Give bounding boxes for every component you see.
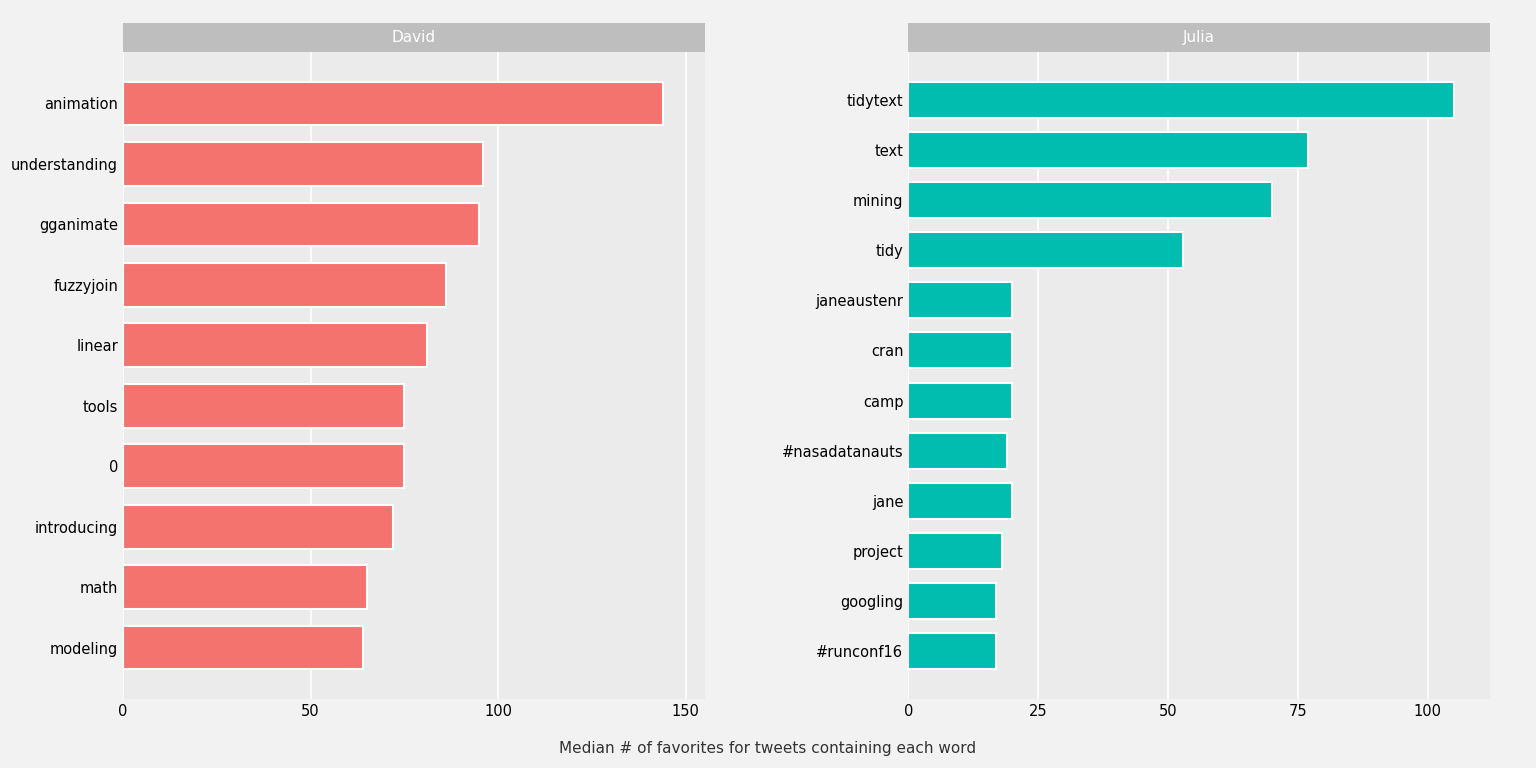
- Bar: [908, 583, 997, 619]
- Bar: [123, 626, 362, 670]
- Bar: [123, 81, 664, 125]
- Bar: [123, 203, 479, 246]
- Text: Median # of favorites for tweets containing each word: Median # of favorites for tweets contain…: [559, 741, 977, 756]
- Bar: [908, 232, 1183, 268]
- Bar: [123, 142, 484, 186]
- Text: Julia: Julia: [1183, 30, 1215, 45]
- Bar: [908, 634, 997, 670]
- Bar: [908, 382, 1012, 419]
- Bar: [908, 333, 1012, 369]
- Bar: [123, 505, 393, 548]
- Bar: [123, 323, 427, 367]
- Text: David: David: [392, 30, 436, 45]
- Bar: [123, 445, 404, 488]
- Bar: [908, 182, 1272, 218]
- Bar: [908, 432, 1008, 468]
- Bar: [123, 384, 404, 428]
- Bar: [908, 533, 1001, 569]
- Bar: [908, 282, 1012, 318]
- Bar: [908, 483, 1012, 519]
- Bar: [908, 81, 1453, 118]
- Bar: [123, 565, 367, 609]
- Bar: [123, 263, 445, 306]
- Bar: [908, 131, 1309, 168]
